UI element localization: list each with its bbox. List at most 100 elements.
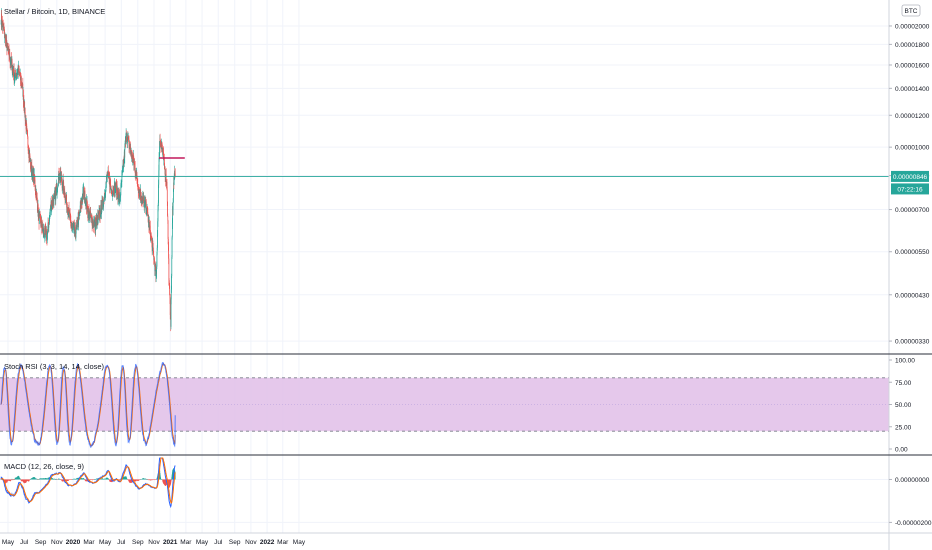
macd-plot (0, 457, 176, 509)
time-tick-label: Sep (132, 539, 144, 546)
macd-signal-line (0, 457, 176, 504)
time-tick-label: 2022 (260, 539, 275, 546)
candle-body (158, 170, 160, 185)
macd-histogram-bar (53, 478, 54, 480)
candle-body (136, 181, 138, 184)
stoch-tick-label: 0.00 (895, 447, 908, 454)
candle-body (26, 125, 28, 129)
candle-body (60, 177, 62, 180)
candle-body (165, 173, 167, 185)
candle-body (100, 204, 102, 215)
currency-badge-box[interactable] (901, 4, 921, 17)
candle-body (26, 128, 28, 131)
macd-histogram-bar (126, 478, 128, 480)
candle-body (36, 192, 37, 196)
stoch-k-line (0, 362, 176, 449)
countdown-tag: 07:22:16 (897, 186, 923, 193)
currency-badge[interactable]: BTC (905, 8, 918, 15)
candle-body (173, 190, 174, 203)
candle-body (149, 221, 150, 226)
candle-body (93, 221, 94, 226)
candle-body (76, 224, 78, 227)
macd-histogram-bar (10, 479, 12, 481)
macd-title: MACD (12, 26, close, 9) (4, 462, 85, 471)
candle-body (29, 155, 31, 162)
candle-body (106, 176, 107, 183)
candle-body (169, 298, 171, 315)
candle-body (58, 176, 59, 186)
time-tick-label: Nov (148, 539, 160, 546)
current-price-tag: 0.00000846 (893, 174, 928, 181)
candle-body (90, 211, 91, 218)
candle-body (90, 215, 92, 218)
candle-body (131, 152, 133, 160)
macd-histogram-bar (160, 477, 161, 480)
macd-histogram-bar (170, 479, 172, 481)
time-tick-label: May (293, 539, 306, 546)
candle-body (168, 247, 169, 259)
countdown-tag-box (891, 183, 929, 195)
candle-body (9, 52, 11, 60)
candle-body (166, 189, 168, 202)
candle-body (86, 201, 88, 206)
candle-body (84, 190, 86, 204)
candle-body (114, 183, 115, 195)
time-tick-label: Jul (20, 539, 29, 546)
candle-body (168, 258, 170, 281)
time-tick-label: 2021 (163, 539, 178, 546)
candle-body (40, 219, 41, 225)
symbol-title: Stellar / Bitcoin, 1D, BINANCE (4, 7, 105, 16)
candle-body (68, 210, 70, 213)
candle-body (34, 187, 36, 191)
candle-body (129, 144, 130, 147)
candle-body (62, 180, 64, 188)
candle-body (170, 299, 172, 327)
time-tick-label: Sep (35, 539, 47, 546)
price-tick-label: 0.00000700 (895, 207, 930, 214)
candle-body (8, 48, 10, 57)
candle-body (155, 273, 157, 277)
stoch-tick-label: 50.00 (895, 402, 912, 409)
candle-body (57, 187, 58, 190)
candle-body (120, 195, 121, 198)
candle-body (140, 197, 142, 201)
candle-body (171, 237, 173, 258)
candle-body (171, 257, 173, 277)
time-tick-label: Nov (51, 539, 63, 546)
candle-body (27, 144, 29, 151)
candle-body (53, 196, 55, 206)
candle-body (4, 29, 5, 39)
candle-body (16, 71, 18, 75)
candle-body (23, 100, 25, 107)
candle-body (171, 222, 173, 238)
candle-body (21, 81, 22, 86)
macd-histogram-bar (11, 478, 13, 480)
macd-histogram-bar (13, 479, 14, 481)
candle-body (121, 175, 123, 183)
candle-body (167, 215, 169, 221)
candle-body (75, 227, 76, 236)
time-tick-label: May (99, 539, 112, 546)
candles (0, 8, 176, 332)
candle-body (89, 217, 91, 220)
candle-body (69, 214, 71, 218)
candle-body (75, 233, 77, 238)
candle-body (105, 182, 107, 191)
candle-body (163, 152, 164, 160)
candle-body (145, 201, 147, 215)
candle-body (158, 157, 160, 171)
time-tick-label: 2020 (66, 539, 81, 546)
candle-body (157, 221, 159, 236)
candle-body (172, 202, 174, 210)
candle-body (7, 43, 9, 48)
candle-body (34, 174, 35, 181)
candle-body (166, 182, 168, 190)
candle-body (171, 276, 172, 290)
candle-body (174, 173, 176, 177)
candle-body (86, 198, 87, 209)
candle-body (170, 314, 171, 320)
candle-body (27, 136, 29, 145)
price-tick-label: 0.00001600 (895, 62, 930, 69)
